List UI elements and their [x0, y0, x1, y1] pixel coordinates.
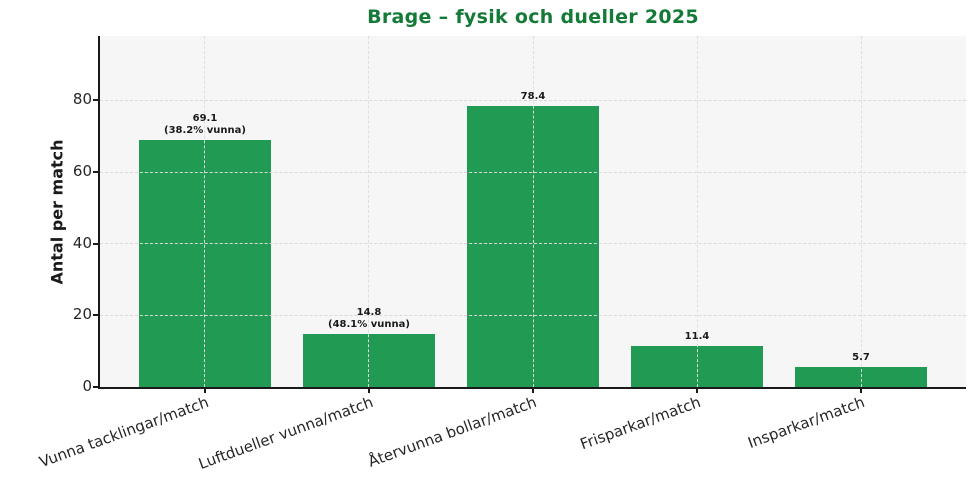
y-tick-mark: [93, 171, 98, 174]
y-tick-mark: [93, 386, 98, 388]
y-tick-mark: [93, 99, 98, 102]
bar-value-label: 5.7: [852, 351, 870, 363]
y-tick-label: 80: [72, 90, 92, 109]
gridline-vertical: [368, 36, 370, 387]
x-tick-mark: [860, 389, 863, 393]
bar-value-label: 69.1 (38.2% vunna): [163, 112, 246, 136]
y-tick-label: 0: [82, 377, 92, 395]
x-tick-mark: [696, 389, 698, 393]
gridline-vertical: [204, 36, 206, 387]
y-tick-label: 60: [72, 162, 92, 181]
x-tick-mark: [203, 389, 206, 393]
x-tick-label: Insparkar/match: [745, 393, 868, 452]
gridline-vertical: [860, 36, 862, 387]
x-tick-label: Vunna tacklingar/match: [36, 393, 212, 472]
x-tick-mark: [532, 389, 534, 393]
gridline-vertical: [696, 36, 698, 387]
chart-title: Brage – fysik och dueller 2025: [367, 6, 699, 28]
bar-value-label: 78.4: [520, 91, 546, 103]
y-tick-label: 40: [72, 233, 92, 252]
bar-value-label: 14.8 (48.1% vunna): [328, 306, 410, 330]
bar-value-label: 11.4: [684, 331, 710, 343]
y-tick-mark: [93, 314, 98, 317]
y-tick-mark: [93, 242, 98, 245]
x-tick-label: Återvunna bollar/match: [365, 393, 540, 471]
x-tick-label: Luftdueller vunna/match: [195, 393, 376, 473]
x-axis-spine: [98, 387, 966, 389]
gridline-vertical: [532, 36, 534, 387]
y-tick-label: 20: [72, 305, 92, 324]
x-tick-label: Frisparkar/match: [577, 393, 704, 454]
y-axis-spine: [98, 36, 100, 389]
x-tick-mark: [367, 389, 370, 393]
